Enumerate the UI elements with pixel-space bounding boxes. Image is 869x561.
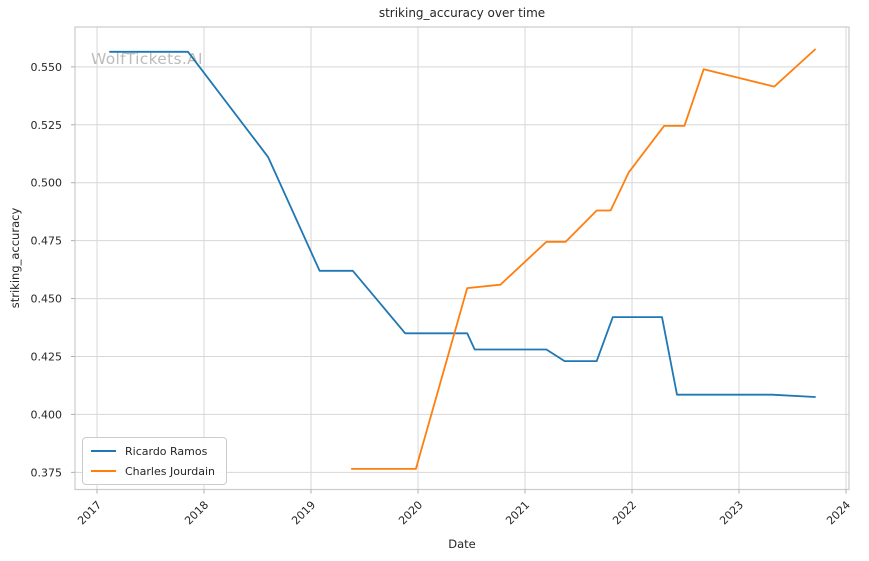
y-tick-label: 0.450: [31, 293, 63, 306]
y-tick-label: 0.400: [31, 408, 63, 421]
y-tick-label: 0.550: [31, 61, 63, 74]
legend-line-swatch: [91, 450, 116, 452]
x-tick-label: 2018: [182, 498, 211, 527]
x-tick-label: 2024: [824, 498, 853, 527]
y-axis-label: striking_accuracy: [8, 207, 22, 309]
chart-title: striking_accuracy over time: [378, 6, 546, 20]
series-line-ricardo-ramos: [109, 50, 816, 398]
legend-item: Charles Jourdain: [91, 463, 215, 479]
x-tick-label: 2020: [396, 498, 425, 527]
y-tick-label: 0.425: [31, 350, 63, 363]
watermark: WolfTickets.AI: [91, 50, 203, 68]
y-tick-label: 0.375: [31, 466, 63, 479]
y-tick-label: 0.500: [31, 177, 63, 190]
x-tick-label: 2021: [503, 498, 532, 527]
legend-item-label: Ricardo Ramos: [125, 444, 208, 458]
legend: Ricardo Ramos Charles Jourdain: [82, 437, 227, 485]
x-tick-label: 2019: [289, 498, 318, 527]
legend-item: Ricardo Ramos: [91, 443, 215, 459]
plot-border: [74, 26, 850, 491]
x-axis-label: Date: [448, 537, 476, 551]
gridlines: [75, 27, 849, 490]
y-tick-label: 0.525: [31, 119, 63, 132]
x-tick-label: 2022: [610, 498, 639, 527]
x-tick-label: 2017: [75, 498, 104, 527]
legend-item-label: Charles Jourdain: [125, 464, 215, 478]
legend-line-swatch: [91, 470, 116, 472]
x-tick-label: 2023: [717, 498, 746, 527]
y-tick-label: 0.475: [31, 235, 63, 248]
series-line-charles-jourdain: [350, 48, 816, 470]
